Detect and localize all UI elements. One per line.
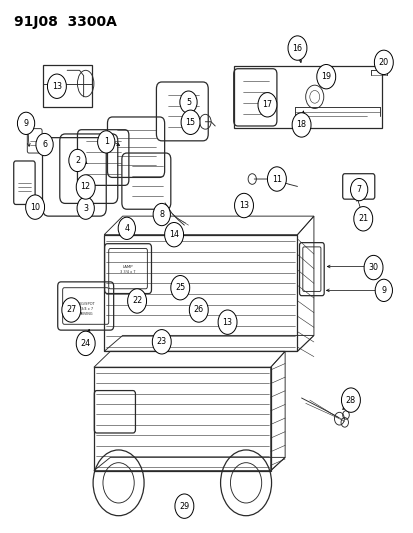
Circle shape — [26, 195, 45, 219]
Text: 3: 3 — [83, 204, 88, 213]
Circle shape — [17, 112, 35, 134]
Circle shape — [179, 91, 197, 114]
Text: 7: 7 — [356, 185, 361, 194]
Text: 25: 25 — [175, 283, 185, 292]
Text: 8: 8 — [159, 210, 164, 219]
Circle shape — [47, 74, 66, 99]
Text: 29: 29 — [179, 502, 189, 511]
Text: 12: 12 — [81, 182, 90, 191]
Text: 16: 16 — [292, 44, 302, 53]
Text: FOG/SPOT: FOG/SPOT — [76, 302, 95, 305]
Text: 18: 18 — [296, 120, 306, 130]
Text: 24: 24 — [81, 339, 90, 348]
Circle shape — [189, 298, 208, 322]
Text: 5: 5 — [185, 98, 190, 107]
Circle shape — [287, 36, 306, 60]
Circle shape — [69, 149, 86, 172]
Circle shape — [267, 167, 286, 191]
Circle shape — [76, 331, 95, 356]
Circle shape — [153, 204, 170, 225]
Text: 11: 11 — [271, 174, 281, 183]
Text: 28: 28 — [345, 395, 355, 405]
Text: 10: 10 — [30, 203, 40, 212]
Text: LAMP: LAMP — [122, 264, 133, 269]
Text: 9: 9 — [24, 119, 28, 128]
Circle shape — [374, 279, 392, 302]
Text: 6: 6 — [42, 140, 47, 149]
Text: 30: 30 — [368, 263, 377, 272]
Circle shape — [152, 329, 171, 354]
Circle shape — [77, 197, 94, 219]
Text: 2: 2 — [75, 156, 80, 165]
Text: 15: 15 — [185, 118, 195, 127]
Text: 22: 22 — [132, 296, 142, 305]
Circle shape — [97, 131, 115, 153]
Circle shape — [363, 255, 382, 280]
Circle shape — [171, 276, 189, 300]
Circle shape — [292, 113, 310, 137]
Circle shape — [127, 289, 146, 313]
Text: 20: 20 — [378, 58, 388, 67]
Circle shape — [36, 133, 53, 156]
Text: 19: 19 — [320, 72, 330, 81]
Text: 3 3/4 x 7: 3 3/4 x 7 — [78, 307, 93, 311]
Text: DRIVING: DRIVING — [78, 312, 93, 316]
Circle shape — [257, 93, 276, 117]
Circle shape — [118, 217, 135, 239]
Text: 13: 13 — [238, 201, 248, 210]
Circle shape — [234, 193, 253, 217]
Circle shape — [180, 110, 199, 134]
Circle shape — [341, 388, 359, 413]
Text: 91J08  3300A: 91J08 3300A — [14, 14, 116, 29]
Text: 27: 27 — [66, 305, 76, 314]
Text: 13: 13 — [52, 82, 62, 91]
Text: 17: 17 — [262, 100, 272, 109]
Text: 1: 1 — [104, 138, 109, 147]
Text: 3 3/4 x 7: 3 3/4 x 7 — [120, 270, 135, 274]
Text: 21: 21 — [357, 214, 368, 223]
Text: 23: 23 — [157, 337, 166, 346]
Text: 13: 13 — [222, 318, 232, 327]
Circle shape — [350, 179, 367, 201]
Circle shape — [76, 175, 95, 199]
Text: 14: 14 — [169, 230, 179, 239]
Text: 9: 9 — [380, 286, 385, 295]
Circle shape — [62, 298, 81, 322]
Text: 4: 4 — [124, 224, 129, 233]
Circle shape — [316, 64, 335, 89]
Circle shape — [373, 50, 392, 75]
Circle shape — [218, 310, 237, 334]
Text: 26: 26 — [193, 305, 203, 314]
Circle shape — [164, 222, 183, 247]
Circle shape — [353, 207, 372, 231]
Circle shape — [175, 494, 193, 519]
